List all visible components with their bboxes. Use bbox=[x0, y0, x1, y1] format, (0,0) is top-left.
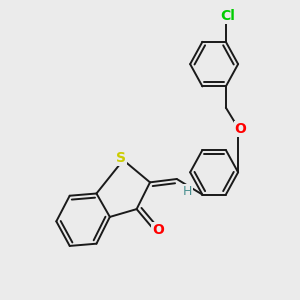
Text: O: O bbox=[152, 223, 164, 237]
Text: S: S bbox=[116, 151, 126, 165]
Text: Cl: Cl bbox=[220, 9, 236, 23]
Text: H: H bbox=[183, 185, 193, 198]
Text: O: O bbox=[234, 122, 246, 136]
